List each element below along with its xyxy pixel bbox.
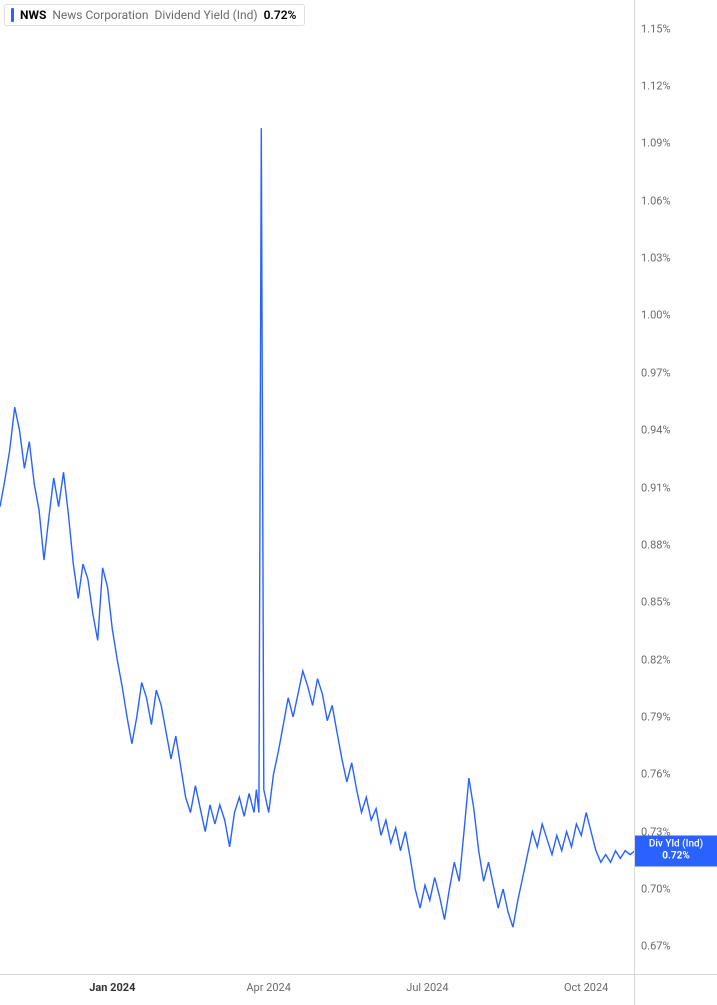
chart-container: NWS News Corporation Dividend Yield (Ind… bbox=[0, 0, 717, 1005]
badge-label: Div Yld (Ind) bbox=[639, 838, 713, 851]
x-axis-tick: Jan 2024 bbox=[89, 981, 135, 994]
x-axis-tick: Apr 2024 bbox=[246, 981, 291, 994]
line-chart-svg bbox=[0, 0, 635, 975]
y-axis-tick: 0.94% bbox=[641, 424, 671, 437]
y-axis-tick: 1.00% bbox=[641, 309, 671, 322]
y-axis-tick: 1.09% bbox=[641, 137, 671, 150]
legend-box[interactable]: NWS News Corporation Dividend Yield (Ind… bbox=[4, 4, 305, 26]
x-axis-tick: Jul 2024 bbox=[406, 981, 448, 994]
legend-company-name: News Corporation bbox=[52, 8, 148, 22]
legend-ticker: NWS bbox=[20, 8, 46, 22]
legend-metric: Dividend Yield (Ind) bbox=[154, 8, 257, 22]
x-axis[interactable]: Jan 2024 Apr 2024 Jul 2024 Oct 2024 bbox=[0, 974, 717, 1005]
y-axis-tick: 0.97% bbox=[641, 366, 671, 379]
y-axis-tick: 0.67% bbox=[641, 940, 671, 953]
legend-value: 0.72% bbox=[264, 8, 297, 22]
y-axis-tick: 1.15% bbox=[641, 22, 671, 35]
badge-value: 0.72% bbox=[639, 851, 713, 864]
current-value-badge[interactable]: Div Yld (Ind) 0.72% bbox=[635, 835, 717, 866]
y-axis-tick: 1.06% bbox=[641, 194, 671, 207]
y-axis-tick: 0.88% bbox=[641, 538, 671, 551]
y-axis-tick: 0.82% bbox=[641, 653, 671, 666]
x-axis-tick: Oct 2024 bbox=[564, 981, 608, 994]
y-axis[interactable]: 1.15% 1.12% 1.09% 1.06% 1.03% 1.00% 0.97% 0.94%… bbox=[634, 0, 717, 975]
y-axis-tick: 0.85% bbox=[641, 596, 671, 609]
plot-area[interactable] bbox=[0, 0, 635, 975]
legend-color-bar bbox=[11, 8, 14, 22]
y-axis-tick: 0.70% bbox=[641, 882, 671, 895]
y-axis-tick: 1.12% bbox=[641, 80, 671, 93]
y-axis-tick: 1.03% bbox=[641, 252, 671, 265]
y-axis-tick: 0.91% bbox=[641, 481, 671, 494]
y-axis-tick: 0.79% bbox=[641, 710, 671, 723]
y-axis-tick: 0.76% bbox=[641, 768, 671, 781]
